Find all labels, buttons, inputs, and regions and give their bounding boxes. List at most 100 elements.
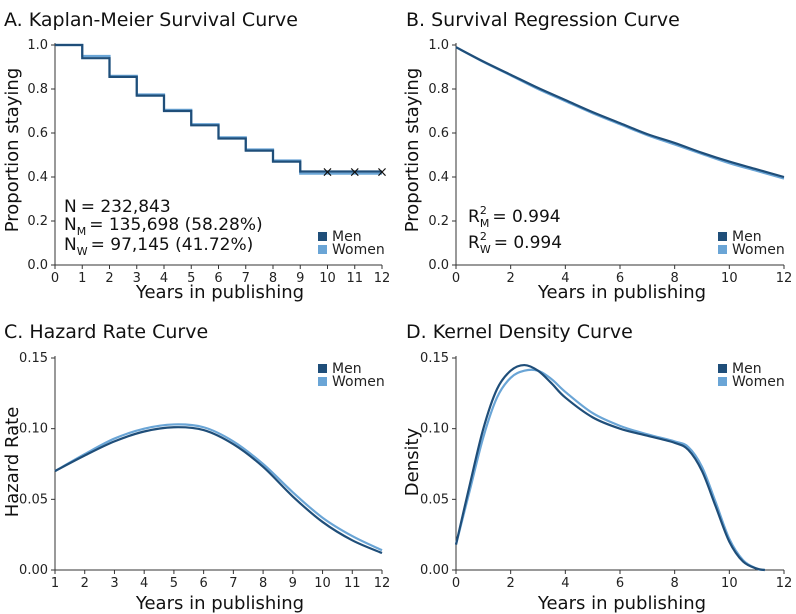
panel-d-legend-swatch-men: [718, 364, 727, 373]
panel-a-x-tick-label: 11: [346, 271, 363, 286]
panel-a-x-tick-label: 12: [374, 271, 391, 286]
panel-b-y-tick-label: 0.4: [428, 170, 449, 185]
panel-b-y-tick-label: 1.0: [428, 38, 449, 53]
panel-a-xlabel: Years in publishing: [135, 282, 304, 303]
panel-a-stat-nw: NW = 97,145 (41.72%): [64, 235, 253, 258]
panel-b-survival-regression: B. Survival Regression Curve Years in pu…: [402, 9, 792, 303]
panel-c-xlabel: Years in publishing: [135, 593, 304, 614]
panel-b-series-women: [455, 46, 785, 180]
panel-a-y-tick-label: 0.4: [27, 170, 48, 185]
panel-a-stat-n: N = 232,843: [64, 197, 171, 217]
panel-d-y-tick-label: 0.10: [420, 422, 449, 437]
panel-c-x-tick-label: 11: [344, 576, 361, 591]
panel-c-x-tick-label: 10: [314, 576, 331, 591]
panel-a-x-tick-label: 7: [242, 271, 250, 286]
panel-c-y-tick-label: 0.10: [19, 422, 48, 437]
panel-a-legend-swatch-men: [318, 232, 327, 241]
panel-a-x-tick-label: 0: [51, 271, 59, 286]
panel-d-x-tick-label: 2: [507, 576, 515, 591]
panel-d-x-tick-label: 10: [721, 576, 738, 591]
panel-a-censor-mark: ×: [376, 165, 388, 181]
panel-b-x-tick-label: 10: [721, 271, 738, 286]
panel-c-series-men: [54, 426, 383, 555]
panel-a-x-tick-label: 10: [319, 271, 336, 286]
panel-b-y-tick-label: 0.6: [428, 126, 449, 141]
panel-c-x-tick-label: 7: [229, 576, 237, 591]
panel-a-series-women: [55, 43, 382, 175]
panel-b-legend-swatch-men: [718, 232, 727, 241]
panel-a-x-tick-label: 6: [214, 271, 222, 286]
panel-d-x-tick-label: 4: [561, 576, 569, 591]
panel-a-x-tick-label: 3: [133, 271, 141, 286]
panel-c-hazard-rate: C. Hazard Rate Curve Years in publishing…: [2, 321, 390, 614]
panel-b-title: B. Survival Regression Curve: [406, 9, 680, 31]
panel-d-legend-swatch-women: [718, 377, 727, 386]
panel-a-y-tick-label: 0.6: [27, 126, 48, 141]
panel-a-legend-label-women: Women: [332, 242, 385, 258]
panel-b-legend-label-women: Women: [732, 242, 785, 258]
panel-b-y-tick-label: 0.8: [428, 82, 449, 97]
panel-a-x-tick-label: 1: [78, 271, 86, 286]
panel-d-kernel-density: D. Kernel Density Curve Years in publish…: [402, 321, 792, 614]
panel-a-x-tick-label: 8: [269, 271, 277, 286]
panel-d-x-tick-label: 8: [671, 576, 679, 591]
panel-d-x-tick-label: 6: [616, 576, 624, 591]
panel-c-x-tick-label: 9: [289, 576, 297, 591]
panel-a-y-tick-label: 0.8: [27, 82, 48, 97]
panel-b-y-tick-label: 0.2: [428, 214, 449, 229]
panel-b-legend-swatch-women: [718, 245, 727, 254]
panel-a-y-tick-label: 0.2: [27, 214, 48, 229]
panel-c-title: C. Hazard Rate Curve: [4, 321, 208, 343]
panel-c-x-tick-label: 3: [110, 576, 118, 591]
panel-c-legend-label-men: Men: [332, 361, 362, 377]
panel-b-ylabel: Proportion staying: [402, 68, 423, 233]
panel-b-x-tick-label: 6: [616, 271, 624, 286]
panel-b-stat-rw: R2 W = 0.994: [468, 230, 562, 256]
panel-d-x-tick-label: 12: [776, 576, 793, 591]
panel-d-y-tick-label: 0.15: [420, 351, 449, 366]
panel-c-x-tick-label: 4: [140, 576, 148, 591]
panel-a-stat-nm: NM = 135,698 (58.28%): [64, 215, 263, 238]
panel-c-legend-swatch-men: [318, 364, 327, 373]
panel-b-y-tick-label: 0.0: [428, 258, 449, 273]
panel-c-x-tick-label: 8: [259, 576, 267, 591]
panel-c-y-tick-label: 0.00: [19, 563, 48, 578]
panel-d-x-tick-label: 0: [452, 576, 460, 591]
panel-a-title: A. Kaplan-Meier Survival Curve: [4, 9, 298, 31]
panel-d-series-men: [454, 363, 766, 572]
panel-c-y-tick-label: 0.05: [19, 492, 48, 507]
panel-a-ylabel: Proportion staying: [2, 68, 23, 233]
panel-d-legend-label-men: Men: [732, 361, 762, 377]
panel-d-title: D. Kernel Density Curve: [406, 321, 633, 343]
panel-d-y-tick-label: 0.00: [420, 563, 449, 578]
panel-c-series-women: [54, 423, 383, 552]
panel-a-x-tick-label: 5: [187, 271, 195, 286]
panel-a-series-men: [55, 43, 382, 173]
panel-b-x-tick-label: 2: [507, 271, 515, 286]
panel-c-legend-label-women: Women: [332, 374, 385, 390]
panel-d-xlabel: Years in publishing: [537, 593, 706, 614]
panel-b-x-tick-label: 12: [776, 271, 793, 286]
panel-b-legend-label-men: Men: [732, 229, 762, 245]
panel-a-legend-label-men: Men: [332, 229, 362, 245]
panel-d-y-tick-label: 0.05: [420, 492, 449, 507]
panel-b-x-tick-label: 8: [671, 271, 679, 286]
panel-a-x-tick-label: 2: [105, 271, 113, 286]
panel-d-ylabel: Density: [402, 427, 423, 496]
panel-c-y-tick-label: 0.15: [19, 351, 48, 366]
panel-d-series-women: [454, 368, 766, 572]
panel-b-xlabel: Years in publishing: [537, 282, 706, 303]
panel-a-x-tick-label: 4: [160, 271, 168, 286]
panel-a-kaplan-meier: A. Kaplan-Meier Survival Curve Years in …: [2, 9, 390, 303]
panel-c-ylabel: Hazard Rate: [2, 407, 23, 518]
panel-a-censor-mark: ×: [349, 165, 361, 181]
panel-a-x-tick-label: 9: [296, 271, 304, 286]
panel-b-series-men: [455, 46, 785, 179]
panel-b-x-tick-label: 0: [452, 271, 460, 286]
panel-c-x-tick-label: 2: [81, 576, 89, 591]
panel-c-x-tick-label: 1: [51, 576, 59, 591]
panel-c-legend-swatch-women: [318, 377, 327, 386]
panel-b-x-tick-label: 4: [561, 271, 569, 286]
panel-a-y-tick-label: 1.0: [27, 38, 48, 53]
